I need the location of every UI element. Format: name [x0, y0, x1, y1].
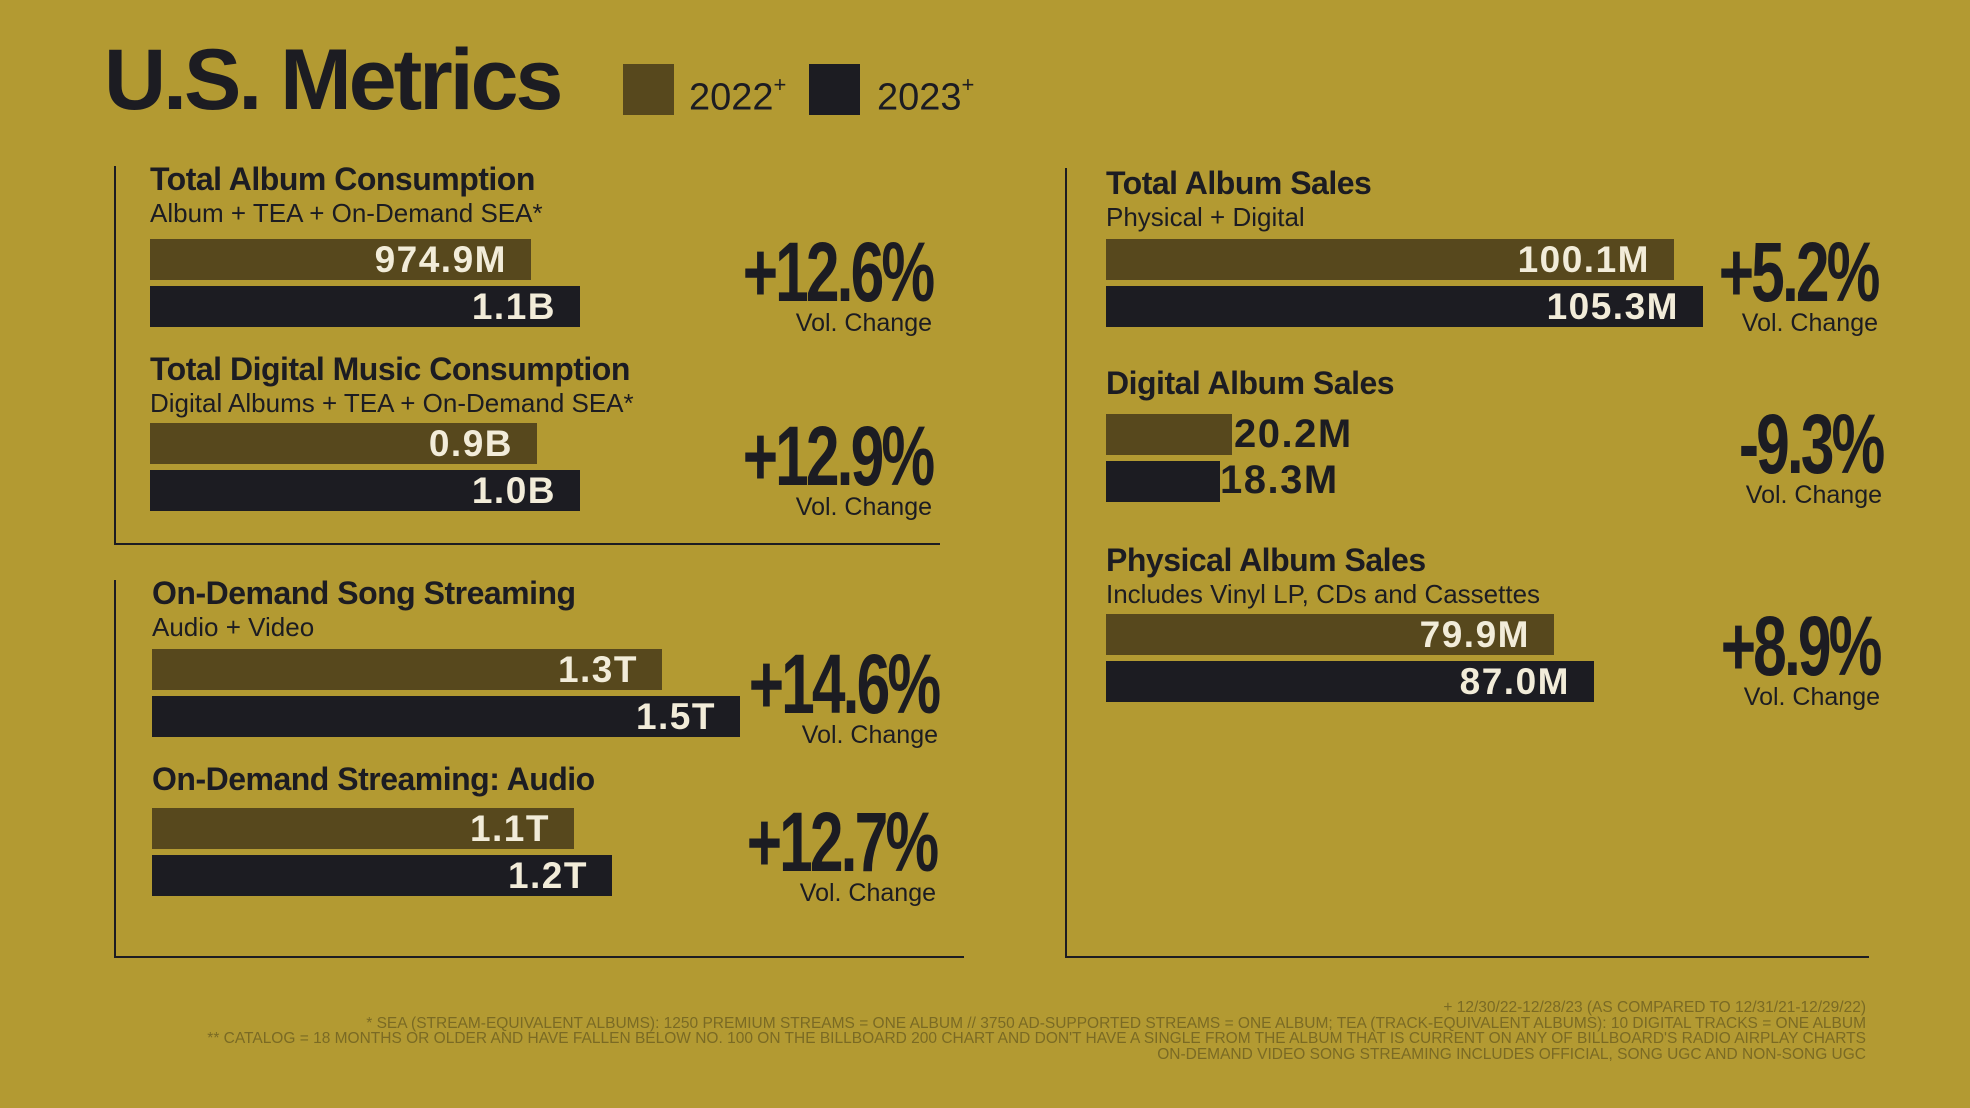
- metric-subtitle: Audio + Video: [152, 612, 315, 642]
- bar-2022: 79.9M: [1106, 614, 1554, 655]
- bar-2022: 974.9M: [150, 239, 531, 280]
- metric-subtitle: Includes Vinyl LP, CDs and Cassettes: [1106, 579, 1541, 609]
- frame-top-left-horizontal: [114, 543, 940, 545]
- metric-title: Total Album Consumption: [150, 161, 535, 197]
- legend-label-2022: 2022+: [689, 72, 787, 119]
- volume-change: -9.3% Vol. Change: [1683, 397, 1884, 509]
- volume-change: +12.7% Vol. Change: [673, 795, 938, 907]
- bar-2023: 87.0M: [1106, 661, 1594, 702]
- bar-2023: 105.3M: [1106, 286, 1703, 327]
- change-label: Vol. Change: [795, 493, 932, 521]
- metric-subtitle: Album + TEA + On-Demand SEA*: [150, 198, 543, 228]
- change-value: +12.7%: [746, 795, 938, 889]
- bar-2022: 1.3T: [152, 649, 662, 690]
- page-title: U.S. Metrics: [104, 32, 563, 128]
- volume-change: +14.6% Vol. Change: [675, 637, 940, 749]
- metric-panel-digital-album-sales: Digital Album Sales: [1106, 364, 1395, 402]
- bar-2023: 1.0B: [150, 470, 580, 511]
- metric-title: On-Demand Streaming: Audio: [152, 761, 595, 797]
- change-label: Vol. Change: [795, 309, 932, 337]
- footnote: ** CATALOG = 18 MONTHS OR OLDER AND HAVE…: [207, 1030, 1866, 1047]
- bar-2023: [1106, 461, 1220, 502]
- change-value: +12.6%: [742, 225, 934, 319]
- change-value: +14.6%: [748, 637, 940, 731]
- metric-title: Total Digital Music Consumption: [150, 351, 630, 387]
- metric-panel-physical-album-sales: Physical Album Sales Includes Vinyl LP, …: [1106, 541, 1540, 609]
- bar-value-label-2023: 18.3M: [1220, 458, 1339, 502]
- legend-swatch-2023: [809, 64, 860, 115]
- footnotes: + 12/30/22-12/28/23 (AS COMPARED TO 12/3…: [207, 1000, 1866, 1062]
- metric-title: Physical Album Sales: [1106, 542, 1426, 578]
- change-label: Vol. Change: [801, 721, 938, 749]
- change-value: +12.9%: [742, 409, 934, 503]
- metric-panel-on-demand-streaming-audio: On-Demand Streaming: Audio: [152, 760, 595, 798]
- bar-2022: 1.1T: [152, 808, 574, 849]
- metric-panel-on-demand-song-streaming: On-Demand Song Streaming Audio + Video: [152, 574, 576, 642]
- change-value: +8.9%: [1721, 599, 1883, 693]
- metric-panel-total-album-consumption: Total Album Consumption Album + TEA + On…: [150, 160, 543, 228]
- metric-panel-total-album-sales: Total Album Sales Physical + Digital: [1106, 164, 1372, 232]
- bar-2022: 0.9B: [150, 423, 537, 464]
- metric-title: Total Album Sales: [1106, 165, 1372, 201]
- frame-bottom-left-horizontal: [114, 956, 964, 958]
- change-label: Vol. Change: [1743, 683, 1880, 711]
- frame-right-horizontal: [1065, 956, 1869, 958]
- metric-subtitle: Physical + Digital: [1106, 202, 1305, 232]
- change-label: Vol. Change: [1741, 309, 1878, 337]
- change-value: -9.3%: [1738, 397, 1884, 491]
- footnote: * SEA (STREAM-EQUIVALENT ALBUMS): 1250 P…: [366, 1014, 1866, 1032]
- metric-title: Digital Album Sales: [1106, 365, 1395, 401]
- change-label: Vol. Change: [799, 879, 936, 907]
- volume-change: +8.9% Vol. Change: [1659, 599, 1883, 711]
- bar-2022: 100.1M: [1106, 239, 1674, 280]
- volume-change: +12.9% Vol. Change: [669, 409, 934, 521]
- frame-top-left-vertical: [114, 166, 116, 544]
- metric-panel-total-digital-music-consumption: Total Digital Music Consumption Digital …: [150, 350, 634, 418]
- frame-bottom-left-vertical: [114, 580, 116, 958]
- bar-2023: 1.5T: [152, 696, 740, 737]
- footnote: + 12/30/22-12/28/23 (AS COMPARED TO 12/3…: [1443, 999, 1866, 1016]
- metric-subtitle: Digital Albums + TEA + On-Demand SEA*: [150, 388, 634, 418]
- volume-change: +5.2% Vol. Change: [1657, 225, 1881, 337]
- frame-right-vertical: [1065, 168, 1067, 958]
- bar-2023: 1.1B: [150, 286, 580, 327]
- bar-2023: 1.2T: [152, 855, 612, 896]
- change-label: Vol. Change: [1745, 481, 1882, 509]
- volume-change: +12.6% Vol. Change: [669, 225, 934, 337]
- legend-swatch-2022: [623, 64, 674, 115]
- bar-2022: [1106, 414, 1232, 455]
- legend-label-2023: 2023+: [877, 72, 975, 119]
- footnote: ON-DEMAND VIDEO SONG STREAMING INCLUDES …: [1157, 1045, 1866, 1063]
- change-value: +5.2%: [1719, 225, 1881, 319]
- metric-title: On-Demand Song Streaming: [152, 575, 576, 611]
- bar-value-label-2022: 20.2M: [1234, 412, 1353, 456]
